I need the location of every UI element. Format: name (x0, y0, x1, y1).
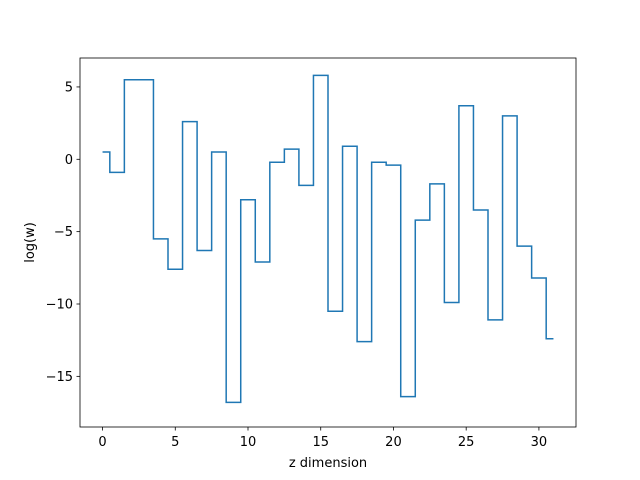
y-tick-label: −15 (46, 370, 73, 385)
x-tick-label: 30 (531, 435, 548, 450)
x-tick-label: 5 (171, 435, 179, 450)
y-tick-label: 5 (65, 80, 73, 95)
x-tick-label: 25 (458, 435, 475, 450)
x-tick-label: 10 (240, 435, 257, 450)
y-tick-label: 0 (65, 153, 73, 168)
x-axis-label: z dimension (289, 456, 367, 471)
y-tick-label: −10 (46, 298, 73, 313)
y-tick-label: −5 (54, 225, 73, 240)
plot-area (102, 74, 554, 404)
x-tick-label: 15 (312, 435, 329, 450)
series-line-0 (102, 74, 554, 404)
axes-frame (79, 57, 577, 428)
x-tick-label: 0 (98, 435, 106, 450)
y-axis-label: log(w) (23, 222, 38, 263)
axis-ticks: 0 5 10 15 20 25 30 −15 −10 −5 0 5 (46, 80, 548, 450)
x-tick-label: 20 (385, 435, 402, 450)
